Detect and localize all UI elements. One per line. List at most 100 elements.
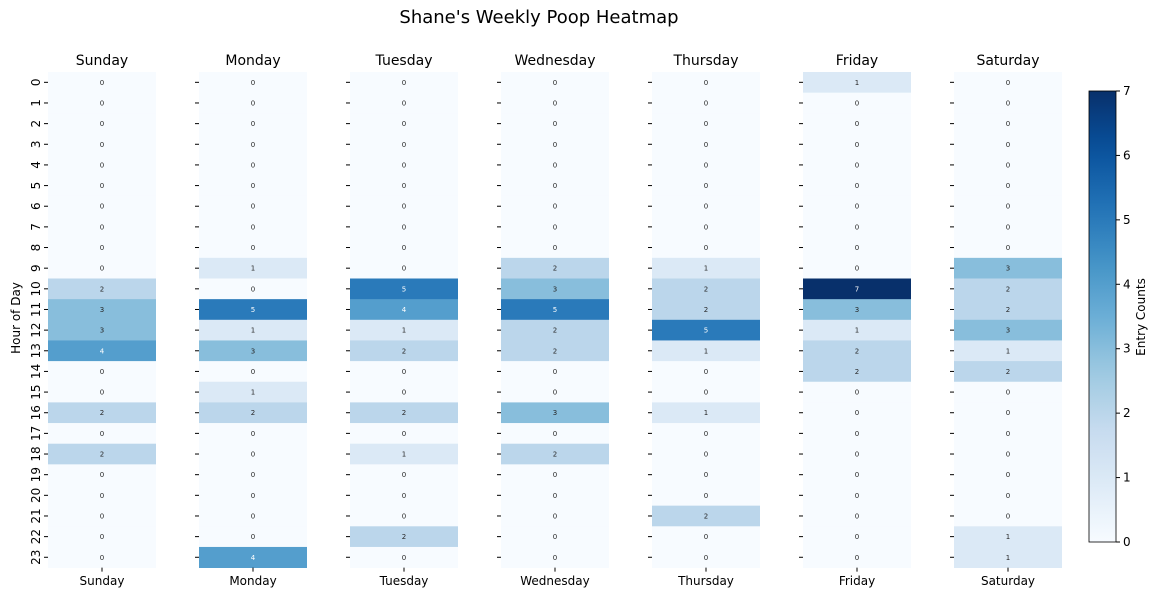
cell-value-label: 5 — [704, 327, 708, 335]
heatmap-cell — [48, 237, 156, 259]
cell-value-label: 1 — [402, 327, 406, 335]
cell-value-label: 0 — [553, 389, 557, 397]
heatmap-cell — [954, 423, 1062, 445]
cell-value-label: 2 — [1006, 306, 1010, 314]
heatmap-cell — [199, 423, 307, 445]
heatmap-cell — [350, 340, 458, 362]
heatmap-cell — [48, 443, 156, 465]
heatmap-cell — [48, 216, 156, 238]
cell-value-label: 2 — [553, 327, 557, 335]
cell-value-label: 0 — [855, 492, 859, 500]
cell-value-label: 0 — [100, 554, 104, 562]
heatmap-cell — [652, 381, 760, 403]
cell-value-label: 0 — [100, 120, 104, 128]
heatmap-cell — [954, 485, 1062, 507]
cell-value-label: 0 — [855, 99, 859, 107]
x-tick-label: Friday — [839, 574, 875, 588]
cell-value-label: 0 — [704, 182, 708, 190]
heatmap-cell — [803, 92, 911, 114]
cell-value-label: 5 — [553, 306, 557, 314]
cell-value-label: 0 — [855, 182, 859, 190]
heatmap-cell — [652, 216, 760, 238]
cell-value-label: 0 — [855, 265, 859, 273]
y-tick-label: 10 — [29, 281, 43, 296]
cell-value-label: 2 — [1006, 285, 1010, 293]
y-tick-label: 17 — [29, 426, 43, 441]
cell-value-label: 0 — [251, 430, 255, 438]
heatmap-cell — [48, 485, 156, 507]
x-tick-label: Saturday — [981, 574, 1035, 588]
heatmap-cell — [803, 340, 911, 362]
cell-value-label: 0 — [855, 389, 859, 397]
heatmap-cell — [199, 133, 307, 155]
cell-value-label: 0 — [1006, 492, 1010, 500]
cell-value-label: 0 — [1006, 120, 1010, 128]
heatmap-cell — [803, 72, 911, 94]
heatmap-cell — [48, 361, 156, 383]
cell-value-label: 0 — [100, 389, 104, 397]
cell-value-label: 0 — [855, 120, 859, 128]
heatmap-cell — [350, 195, 458, 217]
cell-value-label: 4 — [251, 554, 256, 562]
cell-value-label: 1 — [704, 265, 708, 273]
cell-value-label: 0 — [553, 161, 557, 169]
heatmap-cell — [501, 464, 609, 486]
heatmap-cell — [803, 485, 911, 507]
y-tick-label: 1 — [29, 99, 43, 107]
cell-value-label: 2 — [553, 347, 557, 355]
cell-value-label: 0 — [704, 79, 708, 87]
panel-title: Tuesday — [375, 53, 433, 69]
heatmap-cell — [954, 237, 1062, 259]
heatmap-cell — [350, 237, 458, 259]
cell-value-label: 0 — [704, 451, 708, 459]
colorbar-label: Entry Counts — [1134, 278, 1148, 356]
panel-title: Wednesday — [514, 53, 595, 69]
heatmap-cell — [501, 340, 609, 362]
heatmap-cell — [350, 319, 458, 341]
cell-value-label: 2 — [855, 347, 859, 355]
cell-value-label: 0 — [553, 554, 557, 562]
cell-value-label: 0 — [100, 368, 104, 376]
cell-value-label: 0 — [100, 512, 104, 520]
y-tick-label: 18 — [29, 446, 43, 461]
cell-value-label: 0 — [553, 533, 557, 541]
heatmap-cell — [954, 195, 1062, 217]
heatmap-cell — [350, 423, 458, 445]
cell-value-label: 1 — [855, 327, 859, 335]
cell-value-label: 0 — [1006, 471, 1010, 479]
heatmap-cell — [501, 278, 609, 300]
panel-thursday: Thursday 0 0 0 0 0 0 0 0 0 1 2 2 5 1 0 0 1 0 0 0 0 2 0 0 Thursday — [648, 53, 760, 588]
heatmap-cell — [48, 546, 156, 568]
cell-value-label: 0 — [553, 99, 557, 107]
heatmap-cell — [199, 381, 307, 403]
heatmap-cell — [350, 546, 458, 568]
cell-value-label: 1 — [251, 389, 255, 397]
cell-value-label: 4 — [402, 306, 407, 314]
cell-value-label: 1 — [1006, 554, 1010, 562]
cell-value-label: 0 — [251, 512, 255, 520]
cell-value-label: 0 — [553, 368, 557, 376]
cell-value-label: 0 — [251, 533, 255, 541]
cell-value-label: 2 — [704, 285, 708, 293]
heatmap-cell — [350, 464, 458, 486]
heatmap-cell — [652, 340, 760, 362]
heatmap-cell — [48, 340, 156, 362]
heatmap-cell — [199, 319, 307, 341]
cell-value-label: 0 — [402, 265, 406, 273]
heatmap-cell — [350, 175, 458, 197]
y-tick-label: 12 — [29, 322, 43, 337]
y-tick-label: 15 — [29, 384, 43, 399]
cell-value-label: 0 — [855, 512, 859, 520]
cell-value-label: 0 — [402, 99, 406, 107]
cell-value-label: 0 — [402, 492, 406, 500]
cell-value-label: 0 — [100, 533, 104, 541]
cell-value-label: 2 — [704, 512, 708, 520]
cell-value-label: 1 — [1006, 533, 1010, 541]
y-tick-label: 0 — [29, 79, 43, 87]
heatmap-cell — [199, 340, 307, 362]
colorbar-gradient — [1088, 90, 1117, 543]
heatmap-cell — [803, 381, 911, 403]
heatmap-cell — [954, 361, 1062, 383]
y-tick-label: 8 — [29, 244, 43, 252]
cell-value-label: 0 — [553, 471, 557, 479]
